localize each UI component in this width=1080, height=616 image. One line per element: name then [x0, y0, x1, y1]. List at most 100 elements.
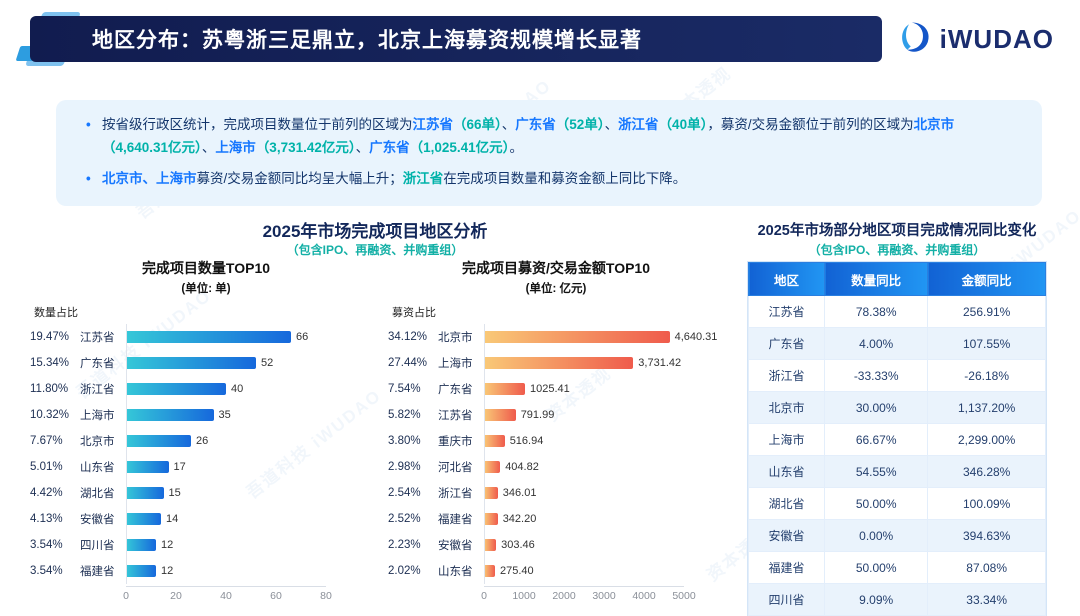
percent-label: 7.54% — [388, 383, 421, 395]
summary-text-segment: （40单） — [658, 117, 708, 132]
region-label: 福建省 — [438, 514, 473, 526]
bar-value-label: 66 — [296, 331, 309, 343]
region-label: 浙江省 — [80, 384, 115, 396]
chart-fundraising-amount: 完成项目募资/交易金额TOP10 (单位: 亿元) 募资占比 34.12% 北京市… — [388, 258, 724, 603]
table-cell: 安徽省 — [747, 519, 826, 552]
bar — [484, 357, 634, 369]
bar-value-label: 342.20 — [502, 513, 537, 525]
region-label: 北京市 — [80, 436, 115, 448]
bar-value-label: 516.94 — [509, 435, 544, 447]
bar-row: 11.80% 浙江省 40 — [30, 376, 382, 402]
x-axis-tick-label: 40 — [220, 590, 232, 602]
bar-value-label: 4,640.31 — [674, 331, 718, 343]
yoy-change-table: 地区 数量同比 金额同比 江苏省 78.38% 256.91% 广东省 4.00% 107.5… — [747, 262, 1046, 616]
table-cell: 浙江省 — [747, 359, 826, 392]
x-axis-tick-label: 2000 — [552, 590, 576, 602]
table-cell: 50.00% — [824, 551, 929, 584]
bar-value-label: 303.46 — [501, 539, 535, 551]
percent-label: 19.47% — [30, 331, 70, 343]
percent-label: 10.32% — [30, 409, 70, 421]
bar — [126, 513, 161, 525]
summary-text-segment: 广东省 — [369, 139, 410, 155]
table-cell: 湖北省 — [747, 487, 826, 520]
table-row: 福建省 50.00% 87.08% — [747, 551, 1046, 584]
region-label: 广东省 — [438, 384, 473, 396]
bar — [484, 565, 495, 577]
table-cell: 346.28% — [927, 455, 1046, 488]
bar — [484, 383, 525, 395]
column-header: 数量同比 — [824, 262, 929, 296]
summary-text-segment: （66单） — [453, 117, 502, 132]
percent-label: 27.44% — [388, 357, 428, 369]
column-header: 金额同比 — [927, 262, 1046, 296]
bar — [484, 513, 498, 525]
table-cell: 四川省 — [747, 583, 826, 616]
region-label: 山东省 — [80, 462, 115, 474]
bar-value-label: 12 — [161, 539, 174, 551]
table-row: 安徽省 0.00% 394.63% — [747, 519, 1046, 552]
summary-text-segment: （4,640.31亿元） — [102, 139, 202, 155]
bar-value-label: 404.82 — [505, 461, 539, 473]
summary-text-segment: （52单） — [555, 117, 605, 132]
percent-label: 3.54% — [30, 565, 63, 577]
percent-label: 7.67% — [30, 435, 63, 447]
bar-value-label: 17 — [173, 461, 186, 473]
bar — [126, 357, 256, 369]
percent-label: 3.54% — [30, 539, 63, 551]
x-axis-tick-label: 0 — [481, 590, 487, 602]
bar-row: 19.47% 江苏省 66 — [30, 324, 382, 350]
summary-text-segment: 北京市、上海市 — [102, 170, 197, 186]
summary-text-segment: ，募资/交易金额位于前列的区域为 — [707, 117, 914, 132]
table-cell: 50.00% — [824, 487, 929, 520]
table-row: 四川省 9.09% 33.34% — [747, 583, 1046, 616]
bar — [484, 409, 516, 421]
bar — [484, 461, 501, 473]
summary-bullet: • 北京市、上海市募资/交易金额同比均呈大幅上升；浙江省在完成项目数量和募资金额上… — [84, 168, 1014, 191]
bar-value-label: 3,731.42 — [638, 357, 682, 369]
summary-text-segment: 广东省 — [515, 117, 556, 132]
header-bar: 地区分布：苏粤浙三足鼎立，北京上海募资规模增长显著 — [30, 16, 882, 62]
percent-label: 15.34% — [30, 357, 70, 369]
x-axis-tick-label: 1000 — [512, 590, 536, 602]
table-row: 江苏省 78.38% 256.91% — [747, 295, 1046, 328]
bar-row: 5.82% 江苏省 791.99 — [388, 402, 724, 428]
bar-row: 2.52% 福建省 342.20 — [388, 506, 724, 532]
chart-percent-column-label: 募资占比 — [392, 307, 436, 319]
table-cell: 256.91% — [927, 295, 1046, 328]
table-row: 山东省 54.55% 346.28% — [747, 455, 1046, 488]
analysis-subtitle: （包含IPO、再融资、并购重组） — [286, 243, 464, 257]
yoy-table-title: 2025年市场部分地区项目完成情况同比变化 — [757, 223, 1037, 239]
percent-label: 3.80% — [388, 435, 421, 447]
bar — [484, 487, 498, 499]
region-label: 江苏省 — [80, 332, 115, 344]
bar — [484, 331, 670, 343]
table-cell: 30.00% — [824, 391, 929, 424]
summary-text-segment: 浙江省 — [618, 117, 659, 132]
bar-row: 2.23% 安徽省 303.46 — [388, 532, 724, 558]
region-label: 安徽省 — [438, 540, 473, 552]
x-axis-tick-label: 60 — [270, 590, 282, 602]
bar-value-label: 1025.41 — [530, 383, 570, 395]
percent-label: 4.42% — [30, 487, 63, 499]
bar-value-label: 15 — [168, 487, 181, 499]
table-cell: 4.00% — [824, 327, 929, 360]
chart-title: 完成项目数量TOP10 — [141, 260, 271, 276]
summary-text-segment: 募资/交易金额同比均呈大幅上升； — [196, 170, 403, 186]
percent-label: 5.01% — [30, 461, 63, 473]
table-cell: 9.09% — [824, 583, 929, 616]
bar — [126, 331, 291, 343]
bar — [126, 487, 164, 499]
bar-row: 3.80% 重庆市 516.94 — [388, 428, 724, 454]
bar — [126, 461, 169, 473]
table-cell: 1,137.20% — [927, 391, 1046, 424]
axis-vertical-line — [126, 324, 127, 584]
bullet-dot: • — [86, 170, 91, 186]
region-label: 湖北省 — [80, 488, 115, 500]
table-header: 地区 数量同比 金额同比 — [747, 262, 1046, 296]
table-header-row: 地区 数量同比 金额同比 — [747, 262, 1046, 296]
bar-value-label: 791.99 — [520, 409, 555, 421]
summary-text-segment: 、 — [201, 139, 216, 155]
bar-value-label: 40 — [231, 383, 244, 395]
bar-row: 4.42% 湖北省 15 — [30, 480, 382, 506]
bar-row: 7.54% 广东省 1025.41 — [388, 376, 724, 402]
